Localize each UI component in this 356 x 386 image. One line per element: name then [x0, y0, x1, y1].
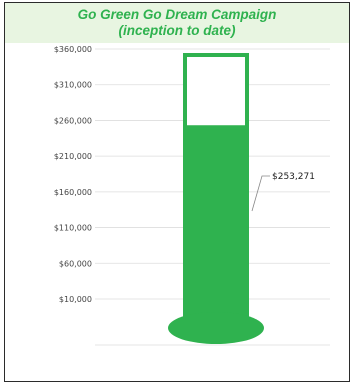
y-tick-label: $10,000 [59, 295, 92, 304]
y-tick-label: $210,000 [54, 152, 92, 161]
y-tick-label: $160,000 [54, 188, 92, 197]
y-tick-label: $310,000 [54, 81, 92, 90]
callout-leader [251, 175, 270, 212]
chart-title: Go Green Go Dream Campaign [77, 7, 277, 22]
raised-value-label: $253,271 [272, 172, 315, 182]
thermometer-bulb [168, 312, 264, 344]
chart-subtitle: (inception to date) [118, 23, 236, 38]
title-band: Go Green Go Dream Campaign (inception to… [5, 3, 349, 43]
y-tick-label: $60,000 [59, 259, 92, 268]
y-tick-label: $110,000 [54, 224, 92, 233]
y-tick-label: $360,000 [54, 45, 92, 54]
y-tick-label: $260,000 [54, 116, 92, 125]
thermometer-fill [183, 125, 249, 330]
thermometer-goal-outline [183, 53, 249, 130]
